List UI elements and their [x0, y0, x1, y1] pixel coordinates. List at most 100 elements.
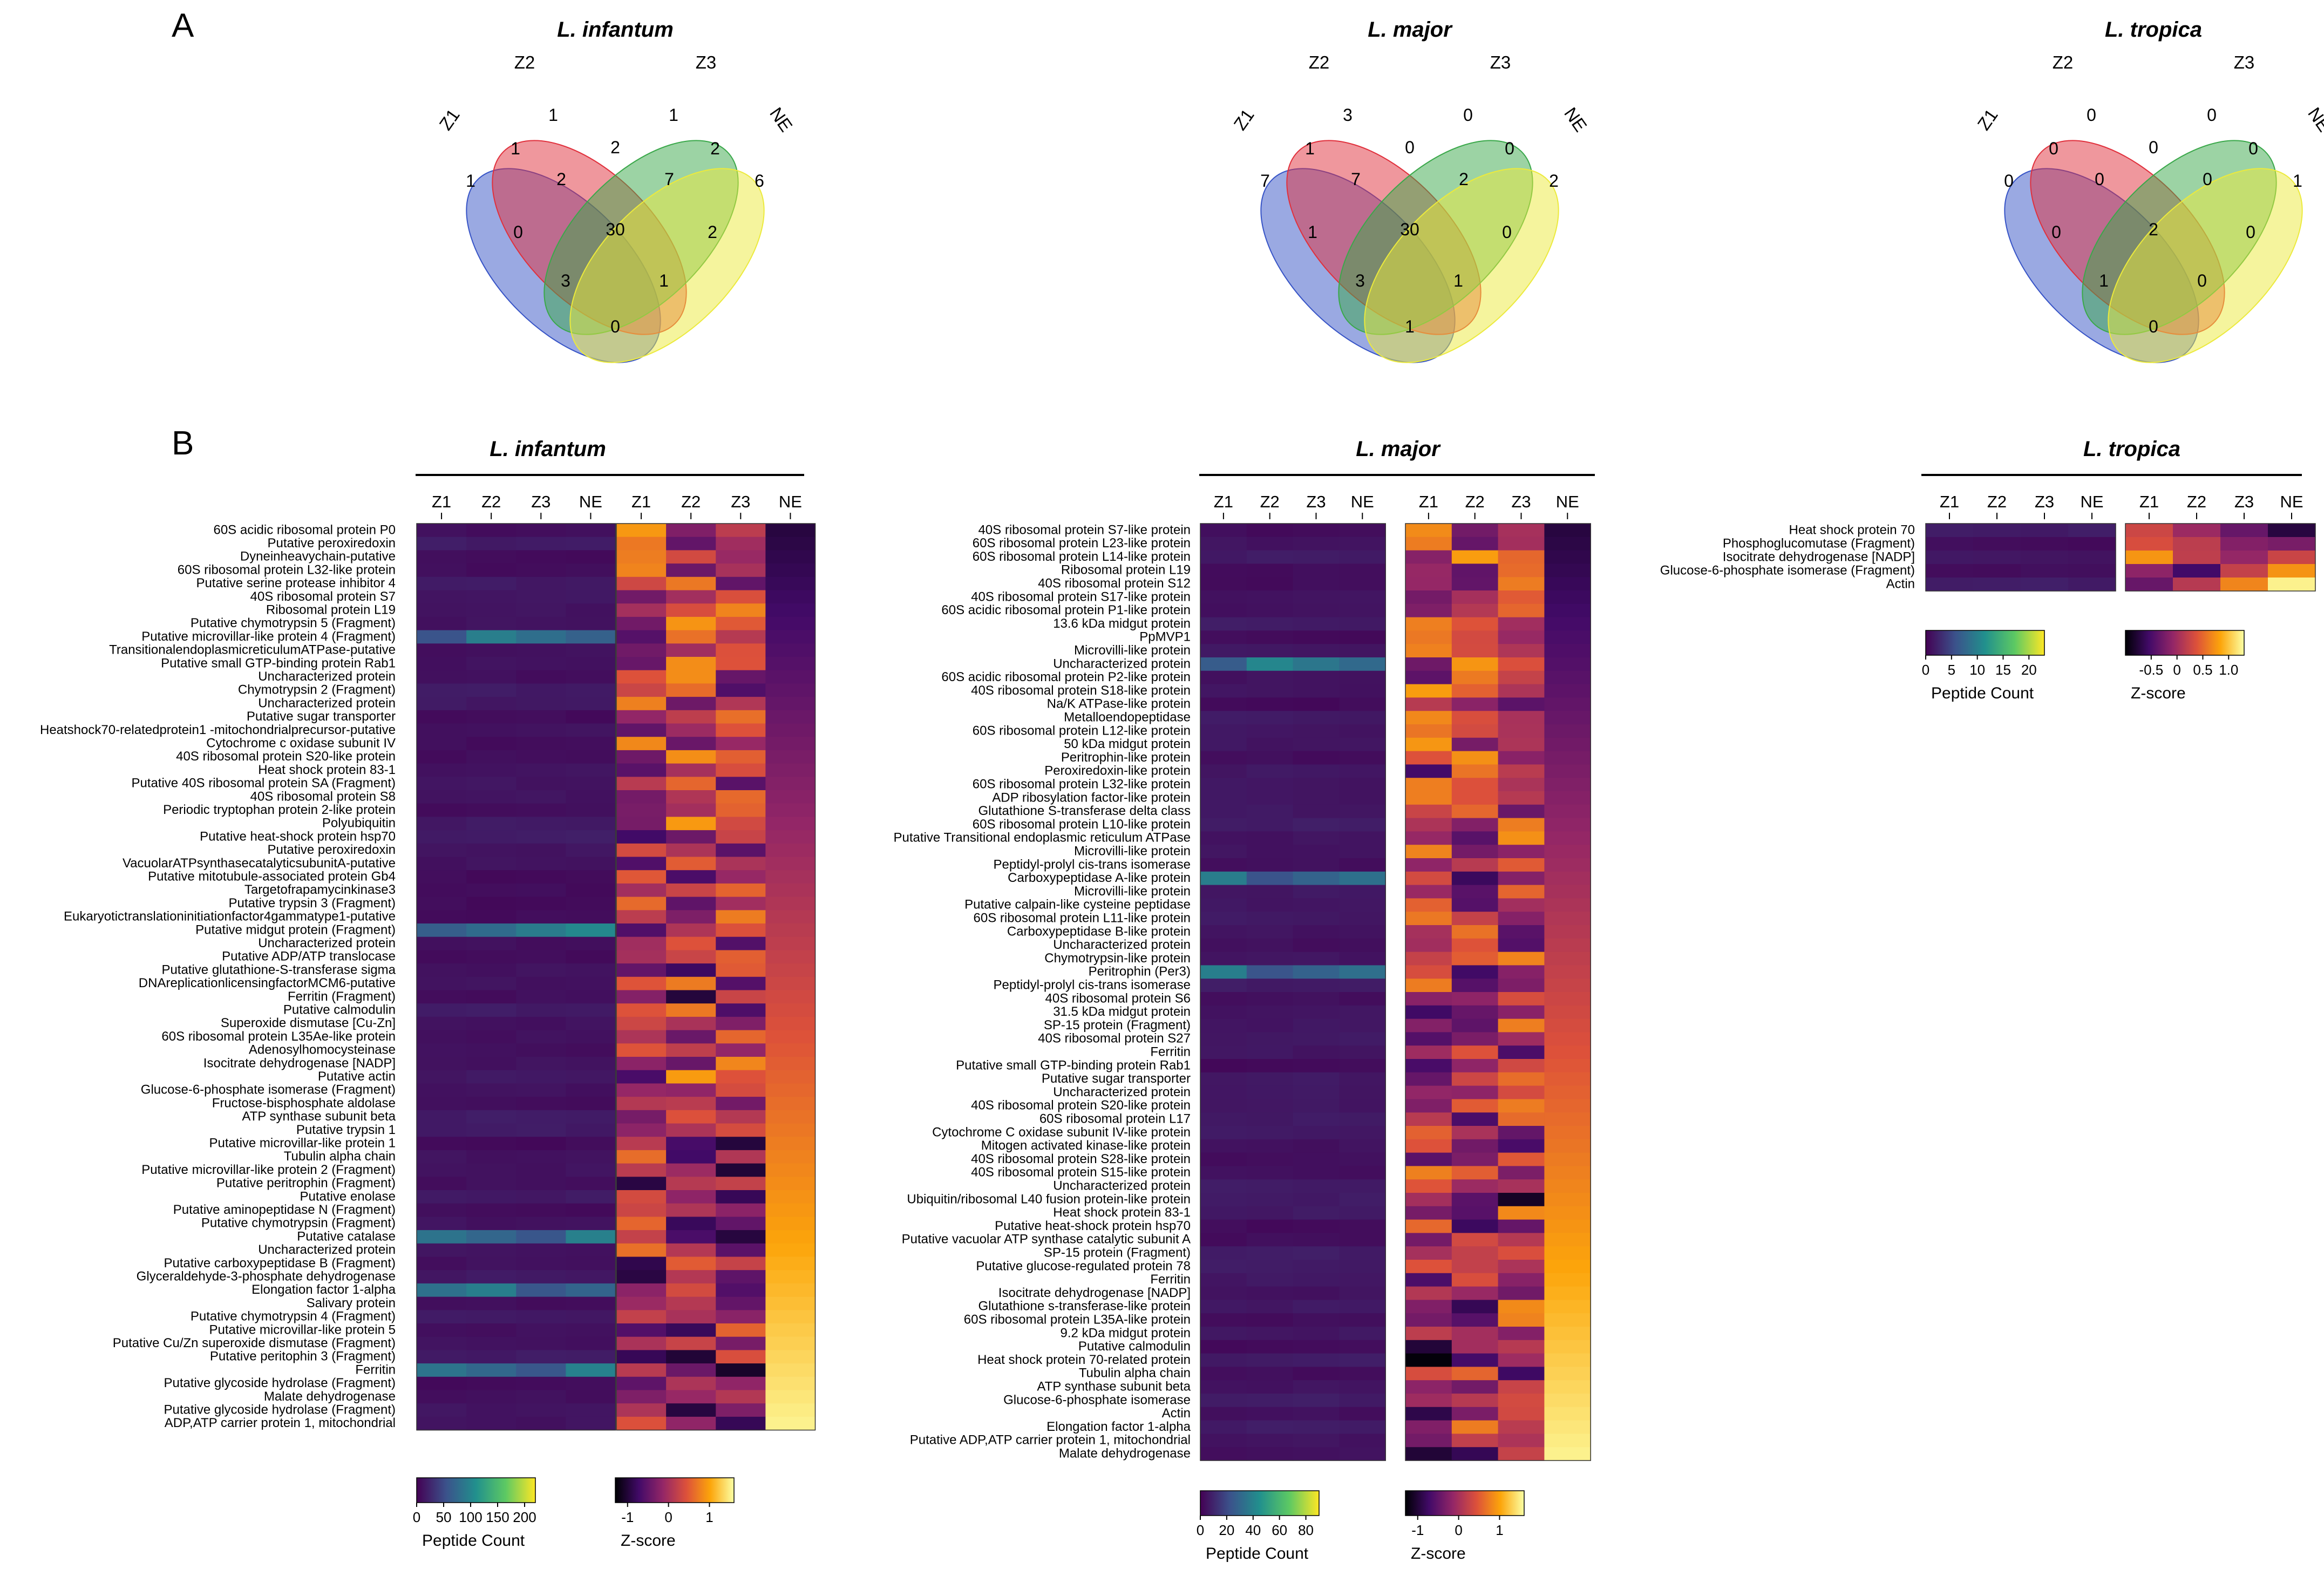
count-cell [1200, 1193, 1247, 1207]
zscore-cell [1498, 1219, 1545, 1233]
zscore-cell [1544, 845, 1591, 859]
count-cell [466, 1350, 517, 1364]
zscore-cell [1544, 1286, 1591, 1300]
count-cell [466, 1030, 517, 1044]
count-cell [1339, 992, 1386, 1006]
count-cell [1339, 550, 1386, 564]
zscore-cell [616, 1336, 667, 1350]
count-cell [566, 1296, 616, 1310]
count-cell [1200, 804, 1247, 819]
count-cell [1293, 630, 1340, 644]
zscore-cell [716, 1323, 766, 1337]
row-label: PpMVP1 [1139, 630, 1191, 644]
zscore-cell [1451, 1072, 1499, 1086]
zscore-cell [1544, 1260, 1591, 1274]
zscore-cell [1451, 1394, 1499, 1408]
zscore-cell [765, 1097, 816, 1111]
count-cell [1246, 1286, 1294, 1300]
zscore-cell [616, 1403, 667, 1417]
row-label: 40S ribosomal protein S18-like protein [971, 683, 1191, 698]
count-cell [1200, 657, 1247, 671]
row-label: VacuolarATPsynthasecatalyticsubunitA-put… [123, 856, 396, 871]
zscore-cell [616, 630, 667, 644]
zscore-cell [2268, 524, 2316, 538]
zscore-cell [765, 643, 816, 657]
zscore-cell [716, 1043, 766, 1057]
count-cell [1339, 1340, 1386, 1354]
row-label: 40S ribosomal protein S6 [1045, 991, 1191, 1006]
zscore-cell [1451, 644, 1499, 658]
venn-count: 1 [511, 139, 520, 158]
row-label: Putative carboxypeptidase B (Fragment) [164, 1256, 396, 1271]
count-cell [1246, 965, 1294, 979]
zscore-colorbar-tick-label: -1 [1411, 1522, 1424, 1538]
count-cell [417, 963, 467, 977]
count-cell [417, 1030, 467, 1044]
zscore-cell [1405, 524, 1452, 538]
zscore-cell [2220, 551, 2268, 565]
zscore-cell [1451, 1179, 1499, 1193]
zscore-cell [1405, 737, 1452, 752]
count-cell [1339, 1166, 1386, 1180]
zscore-cell [1451, 831, 1499, 845]
venn-set-ne [1364, 168, 1559, 363]
row-label: Salivary protein [307, 1296, 396, 1310]
count-cell [1200, 858, 1247, 872]
zscore-cell [1498, 885, 1545, 899]
zscore-cell [616, 1163, 667, 1177]
count-cell [417, 1323, 467, 1337]
zscore-cell [616, 883, 667, 898]
count-cell [466, 1283, 517, 1298]
row-label: Microvilli-like protein [1074, 884, 1191, 899]
count-cell [417, 1016, 467, 1031]
zscore-cell [716, 1016, 766, 1031]
row-label: Putative small GTP-binding protein Rab1 [161, 656, 396, 670]
count-cell [1246, 778, 1294, 792]
count-cell [1246, 885, 1294, 899]
count-cell [1246, 737, 1294, 752]
count-cell [516, 1243, 566, 1258]
column-label-z2: Z2 [1465, 492, 1485, 511]
column-label-z1: Z1 [1940, 492, 1959, 511]
count-cell [566, 683, 616, 697]
count-cell [1293, 1179, 1340, 1193]
column-label-z2: Z2 [481, 492, 501, 511]
zscore-cell [716, 710, 766, 724]
zscore-cell [1498, 1193, 1545, 1207]
row-label: Tubulin alpha chain [1079, 1366, 1191, 1381]
count-cell [1339, 1126, 1386, 1140]
zscore-cell [765, 750, 816, 764]
row-label: Heat shock protein 83-1 [258, 763, 396, 777]
zscore-cell [616, 763, 667, 777]
count-cell [1293, 1233, 1340, 1247]
zscore-cell [1544, 885, 1591, 899]
zscore-cell [1405, 1179, 1452, 1193]
count-cell [1246, 925, 1294, 939]
zscore-colorbar [615, 1477, 735, 1503]
zscore-cell [1498, 711, 1545, 725]
venn-count: 2 [2149, 220, 2158, 239]
count-cell [1339, 1219, 1386, 1233]
zscore-cell [716, 1110, 766, 1124]
count-cell [1200, 724, 1247, 738]
zscore-cell [666, 657, 716, 671]
zscore-cell [616, 1097, 667, 1111]
count-cell [1293, 550, 1340, 564]
venn-count: 0 [2149, 138, 2158, 157]
zscore-cell [666, 883, 716, 898]
zscore-cell [616, 1016, 667, 1031]
venn-count: 30 [606, 220, 625, 239]
count-cell [417, 643, 467, 657]
heatmap-title: L. tropica [2083, 437, 2180, 461]
count-cell [566, 1270, 616, 1284]
zscore-cell [666, 1376, 716, 1391]
row-label: Fructose-bisphosphate aldolase [212, 1096, 396, 1110]
row-label: Putative ADP,ATP carrier protein 1, mito… [910, 1433, 1191, 1448]
zscore-cell [1405, 1085, 1452, 1099]
count-cell [417, 1336, 467, 1350]
count-cell [566, 1097, 616, 1111]
count-cell [466, 1070, 517, 1084]
row-label: Cytochrome C oxidase subunit IV-like pro… [932, 1125, 1191, 1139]
zscore-cell [765, 803, 816, 817]
venn-count: 0 [513, 222, 523, 242]
